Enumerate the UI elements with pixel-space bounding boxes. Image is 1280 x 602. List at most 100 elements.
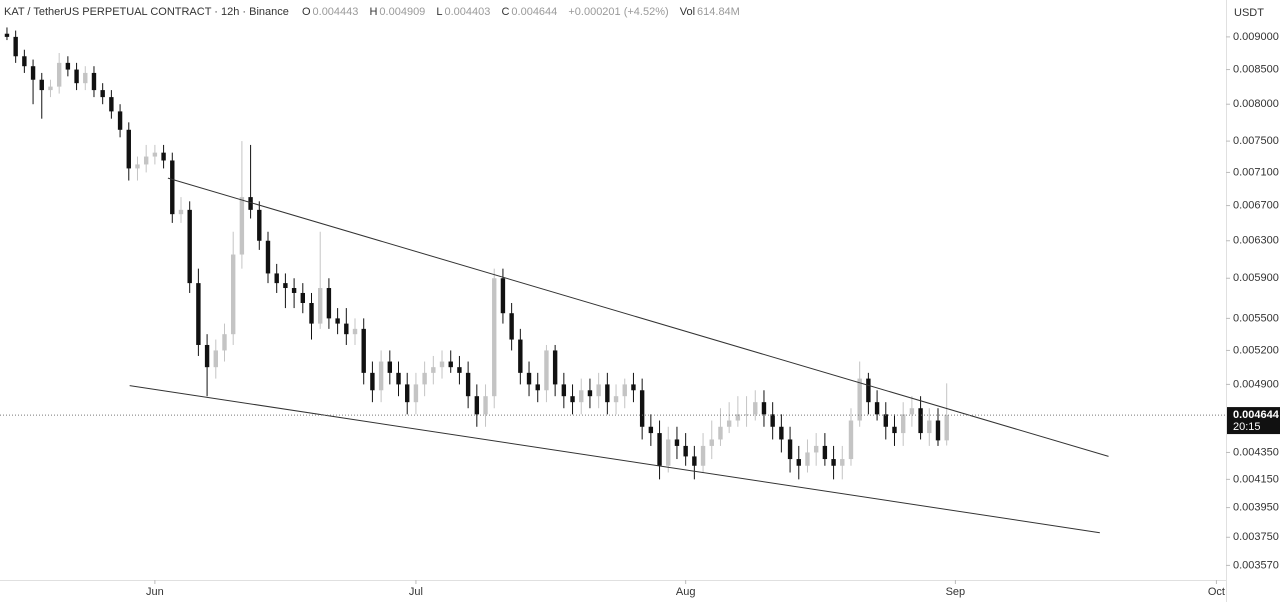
x-tick-label: Oct [1208, 586, 1225, 598]
candle-body [518, 339, 523, 373]
candle-body [579, 390, 584, 403]
trendline [167, 177, 1109, 457]
legend-header: KAT / TetherUS PERPETUAL CONTRACT · 12h … [4, 6, 748, 18]
candle-body [866, 378, 871, 403]
candle-body [613, 396, 619, 403]
candle-body [483, 396, 488, 415]
candle-body [709, 439, 714, 446]
volume-value: 614.84M [697, 6, 740, 18]
y-tick-label: 0.006300 [1233, 235, 1279, 247]
candle-body [291, 288, 297, 293]
candle-body [744, 414, 749, 416]
candle-body [509, 313, 514, 340]
candle-body [265, 240, 271, 274]
candle-body [187, 209, 192, 284]
candle-body [222, 334, 227, 351]
candle-body [883, 414, 888, 427]
last-price-label: 0.004644 [1233, 409, 1280, 421]
candle-body [405, 384, 410, 403]
candle-body [648, 426, 654, 434]
candle-body [170, 160, 175, 215]
candle-body [874, 402, 880, 415]
candle-body [587, 390, 593, 397]
candle-body [535, 384, 540, 391]
y-tick-label: 0.008500 [1233, 63, 1279, 75]
candle-body [500, 278, 506, 314]
candle-body [283, 283, 288, 289]
candle-body [492, 278, 497, 397]
candle-body [318, 288, 323, 324]
candle-body [657, 433, 662, 466]
candle-body [196, 283, 201, 345]
candle-body [4, 33, 10, 37]
candle-body [465, 372, 471, 397]
y-tick-label: 0.005900 [1233, 272, 1279, 284]
candle-body [135, 164, 140, 169]
candle-body [143, 156, 149, 165]
candle-body [631, 384, 636, 391]
candle-body [300, 292, 306, 303]
y-tick-label: 0.004150 [1233, 473, 1279, 485]
y-tick-label: 0.003570 [1233, 559, 1279, 571]
candle-body [561, 384, 567, 397]
change: +0.000201 (+4.52%) [568, 6, 669, 18]
candle-body [161, 152, 166, 161]
candle-body [257, 209, 262, 241]
candle-body [204, 344, 210, 368]
candle-body [30, 66, 36, 80]
candle-body [474, 396, 480, 415]
high-label: H [369, 6, 378, 18]
low-label: L [436, 6, 443, 18]
candle-body [892, 426, 897, 434]
candle-body [570, 396, 575, 403]
candle-body [83, 72, 88, 84]
candle-body [552, 350, 558, 385]
candle-body [448, 361, 453, 368]
candle-body [753, 402, 758, 415]
candle-body [622, 384, 627, 397]
candle-body [761, 402, 767, 415]
x-tick-label: Jun [146, 586, 164, 598]
candle-body [526, 372, 532, 385]
candle-body [840, 459, 845, 466]
candle-body [605, 384, 610, 403]
candle-body [91, 72, 97, 91]
candle-body [74, 69, 79, 84]
candle-body [48, 86, 53, 91]
candle-body [65, 62, 71, 70]
candle-body [213, 350, 218, 368]
candle-body [822, 445, 828, 460]
candle-body [22, 56, 27, 67]
candle-body [544, 350, 549, 391]
candle-body [718, 426, 723, 440]
candle-body [56, 62, 62, 87]
candle-body [683, 445, 688, 457]
x-tick-label: Jul [409, 586, 423, 598]
candle-body [248, 197, 253, 210]
candle-body [309, 302, 314, 324]
candle-body [370, 372, 375, 391]
open-label: O [301, 6, 311, 18]
x-tick-label: Sep [946, 586, 966, 598]
candle-body [944, 415, 949, 441]
candle-body [805, 452, 810, 466]
candle-body [100, 90, 105, 98]
candle-body [770, 414, 775, 427]
candle-body [692, 456, 697, 466]
candle-body [735, 414, 741, 421]
candle-body [422, 372, 427, 385]
candle-body [935, 420, 941, 441]
y-tick-label: 0.005200 [1233, 344, 1279, 356]
candle-body [239, 197, 245, 255]
close-label: C [501, 6, 510, 18]
currency: USDT [1234, 7, 1264, 19]
candle-body [152, 152, 158, 157]
trendline [129, 385, 1100, 534]
candle-body [848, 420, 854, 460]
candle-body [431, 367, 436, 373]
candle-body [274, 273, 279, 284]
last-price-box [1227, 407, 1280, 435]
candle-body [927, 420, 932, 434]
candle-body [326, 288, 332, 319]
